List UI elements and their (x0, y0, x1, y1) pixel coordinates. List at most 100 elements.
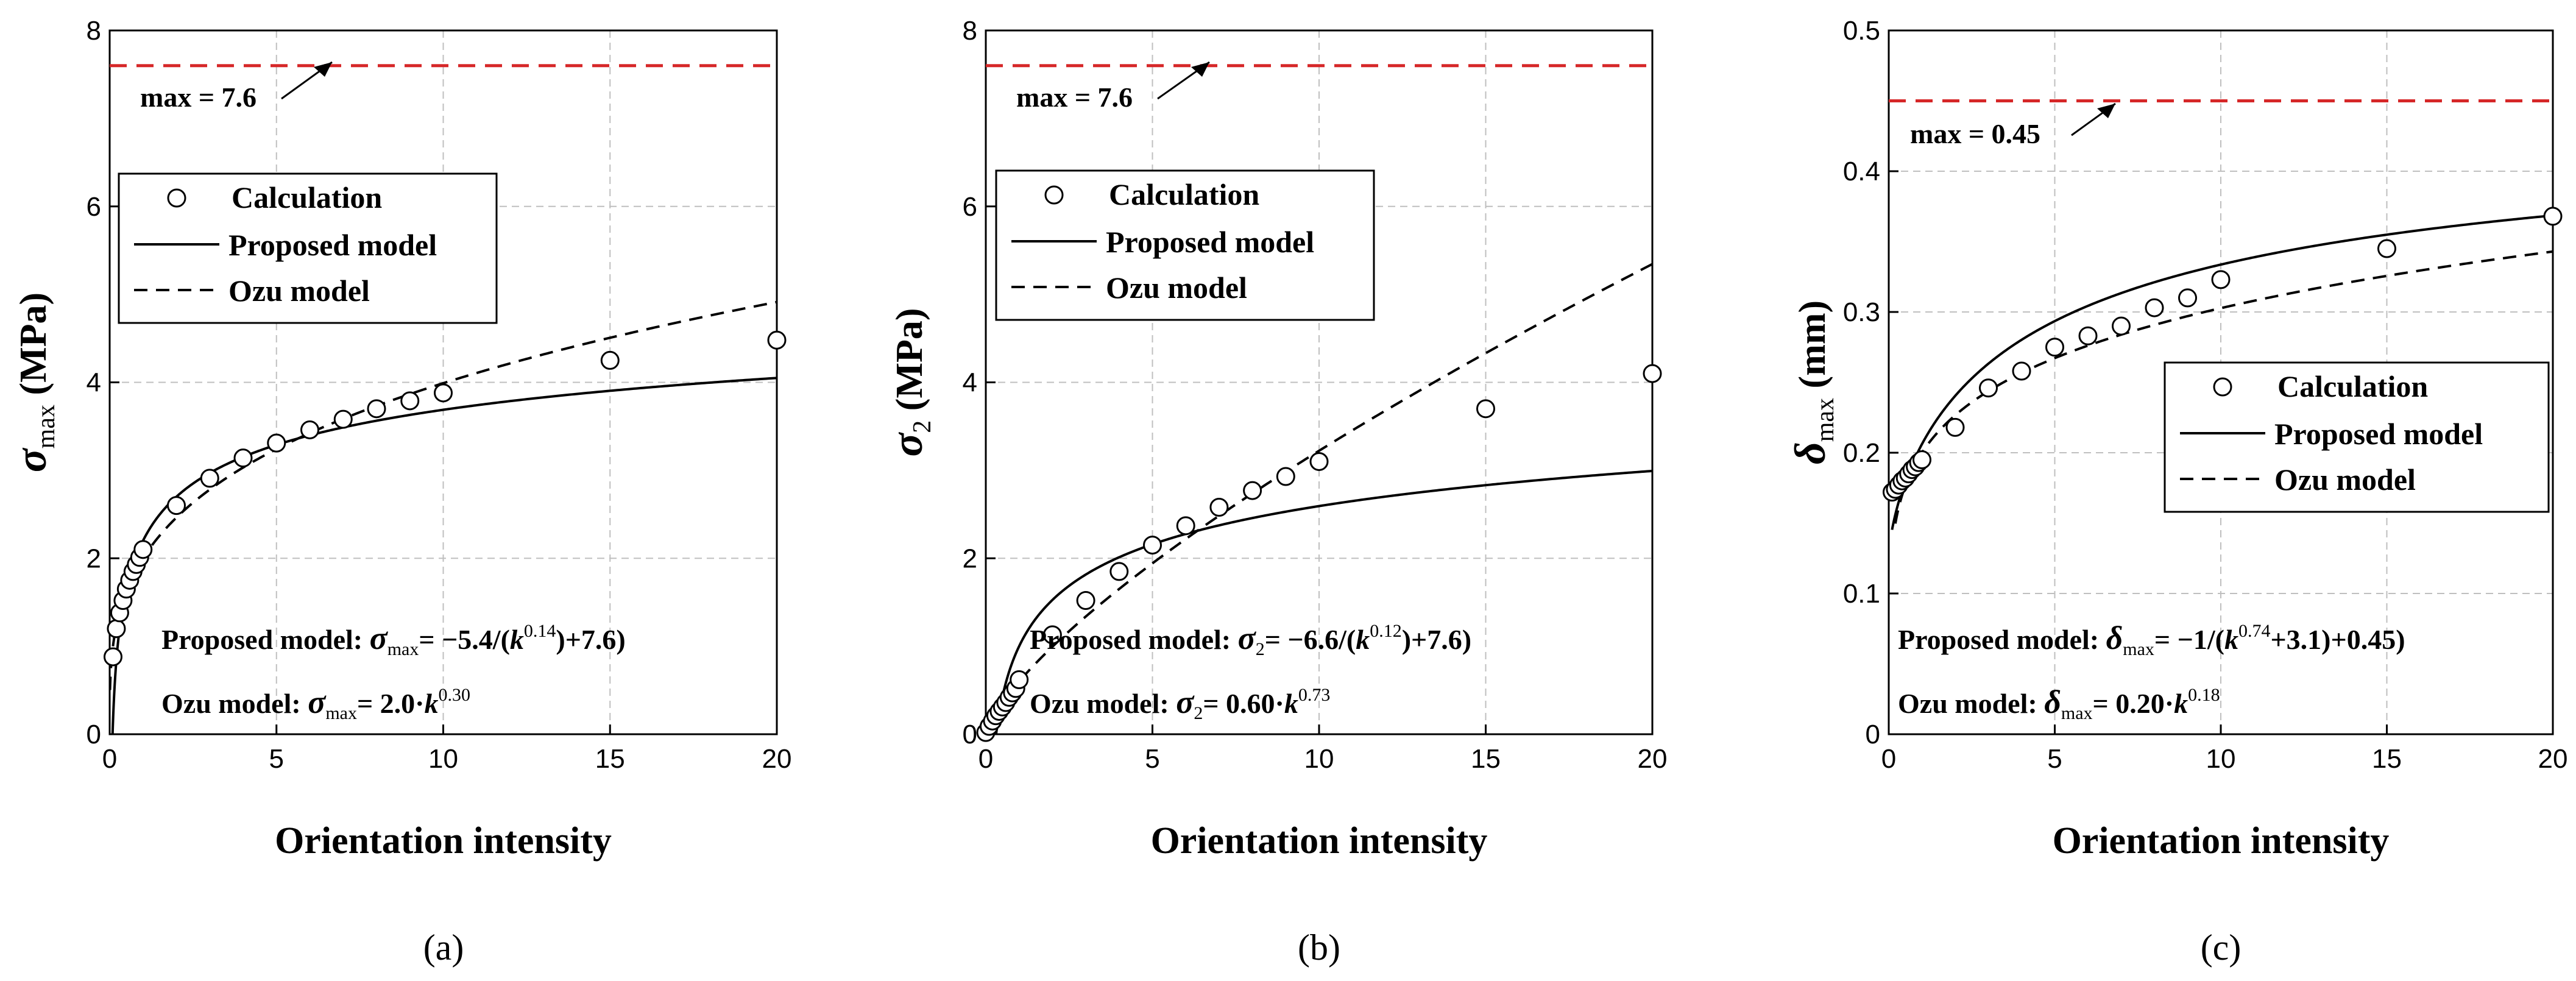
x-tick-label: 5 (269, 744, 284, 774)
ozu-equation: Ozu model: σ2= 0.60·k0.73 (1030, 684, 1330, 723)
legend: Calculation Proposed model Ozu model (118, 172, 498, 324)
calculation-point (103, 647, 122, 667)
equation-variable: k (2224, 624, 2238, 655)
y-tick-label: 4 (963, 368, 977, 398)
legend-marker-calculation (2213, 377, 2232, 397)
x-tick-label: 20 (762, 744, 792, 774)
y-tick-label: 4 (87, 368, 101, 398)
calculation-point (1476, 399, 1495, 419)
equation-body: = 0.20· (2093, 688, 2174, 719)
y-tick-label: 2 (87, 544, 101, 573)
y-axis-subscript: max (1811, 398, 1839, 442)
equation-exponent: 0.74 (2238, 621, 2271, 641)
equation-symbol: σ (1238, 620, 1257, 656)
x-axis-label: Orientation intensity (1151, 820, 1488, 862)
calculation-point (333, 409, 353, 429)
legend: Calculation Proposed model Ozu model (2164, 361, 2550, 513)
y-axis-unit: (MPa) (13, 292, 54, 405)
x-tick-label: 20 (1638, 744, 1668, 774)
x-tick-label: 0 (102, 744, 117, 774)
panel-label: (b) (1298, 927, 1340, 968)
equation-symbol: σ (1176, 684, 1195, 720)
equation-variable: k (1356, 624, 1370, 655)
y-tick-label: 0.1 (1843, 579, 1880, 609)
x-tick-label: 10 (2206, 744, 2236, 774)
x-tick-label: 5 (2047, 744, 2062, 774)
equation-lead: Ozu model: (1898, 688, 2044, 719)
calculation-point (1276, 467, 1295, 486)
y-tick-label: 2 (963, 544, 977, 573)
calculation-point (1643, 364, 1662, 383)
equation-subscript: 2 (1194, 703, 1203, 723)
calculation-point (300, 420, 319, 439)
y-axis-subscript: 2 (908, 420, 936, 433)
equation-subscript: max (325, 703, 357, 723)
equation-subscript: max (2061, 703, 2093, 723)
calculation-point (200, 469, 219, 488)
legend-label: Ozu model (1106, 271, 1247, 305)
proposed-equation: Proposed model: σmax= −5.4/(k0.14)+7.6) (161, 620, 626, 659)
x-tick-label: 15 (2372, 744, 2402, 774)
calculation-point (2543, 207, 2563, 226)
y-axis-unit: (MPa) (889, 308, 930, 420)
calculation-point (434, 383, 453, 403)
y-axis-symbol: δ (1786, 442, 1835, 464)
calculation-point (1109, 562, 1129, 581)
equation-symbol: δ (2106, 620, 2123, 656)
equation-variable: k (2174, 688, 2188, 719)
calculation-point (2211, 270, 2231, 289)
calculation-point (2178, 288, 2197, 308)
y-tick-label: 8 (87, 16, 101, 46)
calculation-point (600, 350, 620, 370)
calculation-point (267, 433, 286, 453)
equation-lead: Proposed model: (161, 624, 370, 655)
calculation-point (1143, 536, 1162, 555)
y-axis-label: σmax (MPa) (7, 292, 60, 472)
proposed-equation: Proposed model: δmax= −1/(k0.74+3.1)+0.4… (1898, 620, 2405, 659)
ozu-equation: Ozu model: δmax= 0.20·k0.18 (1898, 684, 2220, 723)
equation-variable: k (510, 624, 524, 655)
max-line-label: max = 0.45 (1910, 118, 2040, 149)
calculation-point (1176, 516, 1195, 536)
calculation-point (1913, 450, 1931, 470)
max-line-label: max = 7.6 (1016, 82, 1133, 113)
equation-tail: +3.1)+0.45) (2270, 624, 2405, 655)
proposed-equation: Proposed model: σ2= −6.6/(k0.12)+7.6) (1030, 620, 1471, 659)
legend-label: Calculation (2277, 369, 2428, 403)
calculation-point (1979, 378, 1998, 398)
y-tick-label: 0 (963, 720, 977, 749)
x-tick-label: 20 (2538, 744, 2568, 774)
legend-marker-calculation (1044, 185, 1064, 205)
equation-lead: Proposed model: (1898, 624, 2106, 655)
y-tick-label: 0 (1866, 720, 1880, 749)
y-tick-label: 0.4 (1843, 157, 1880, 186)
chart-panel-c: 0 5 10 15 20 0 0.1 0.2 0.3 0.4 0.5 Orientation inte… (1786, 16, 2567, 968)
calculation-point (2078, 326, 2098, 345)
y-axis-subscript: max (32, 405, 60, 448)
x-axis-label: Orientation intensity (2053, 820, 2390, 862)
x-tick-label: 15 (1471, 744, 1501, 774)
equation-exponent: 0.12 (1370, 621, 1402, 641)
max-line-label: max = 7.6 (140, 82, 257, 113)
calculation-point (367, 399, 386, 419)
calculation-point (107, 619, 126, 639)
y-tick-label: 6 (963, 192, 977, 222)
legend-label: Proposed model (1106, 225, 1314, 259)
y-tick-label: 0.3 (1843, 297, 1880, 327)
calculation-point (767, 330, 787, 350)
grid (1889, 30, 2553, 734)
y-axis-label: δmax (mm) (1786, 300, 1839, 464)
y-tick-label: 6 (87, 192, 101, 222)
x-tick-label: 15 (595, 744, 625, 774)
x-tick-label: 10 (428, 744, 458, 774)
y-tick-label: 0.5 (1843, 16, 1880, 46)
calculation-point (2112, 316, 2131, 336)
equation-symbol: σ (308, 684, 327, 720)
calculation-point (167, 496, 186, 515)
calculation-point (233, 448, 253, 468)
y-axis-label: σ2 (MPa) (883, 308, 936, 457)
y-axis-symbol: σ (7, 447, 55, 472)
equation-symbol: σ (370, 620, 389, 656)
calculation-point (1309, 452, 1329, 471)
